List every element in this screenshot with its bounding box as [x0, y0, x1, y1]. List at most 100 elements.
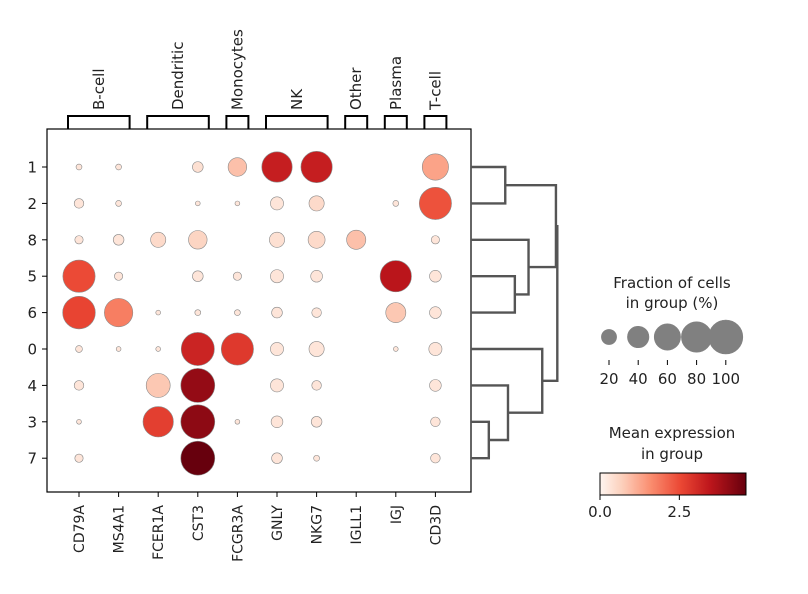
y-label-8: 8	[27, 231, 37, 249]
dot-2-CST3	[195, 200, 201, 207]
y-tick-labels: 1 2 8 5 6 0 4 3 7	[27, 159, 47, 468]
dendro-link-1-2	[471, 165, 507, 205]
dot-6-GNLY	[271, 306, 283, 319]
dot-7-CST3	[180, 440, 216, 476]
x-label-NKG7: NKG7	[310, 505, 326, 544]
colorbar-label-2.5: 2.5	[667, 503, 691, 521]
dot-0-CD3D	[428, 342, 443, 356]
dot-4-CST3	[180, 368, 216, 403]
dot-0-CST3	[180, 332, 215, 366]
size-legend-dot-100	[708, 319, 744, 355]
bracket-Plasma	[383, 115, 408, 129]
x-label-CD3D: CD3D	[428, 505, 444, 545]
dot-7-CD79A	[74, 453, 84, 463]
dot-6-IGJ	[385, 302, 407, 323]
dot-8-NKG7	[307, 231, 326, 249]
dot-grid	[62, 151, 452, 476]
color-legend-title-line2: in group	[641, 445, 703, 463]
group-label-Dendritic: Dendritic	[169, 42, 187, 110]
dot-1-NKG7	[300, 151, 333, 183]
y-label-6: 6	[27, 304, 37, 322]
dendro-link-1|2|8|5|6-0|4|3|7	[542, 224, 559, 383]
x-label-IGJ: IGJ	[389, 505, 405, 524]
bracket-Other	[344, 115, 369, 129]
x-label-FCGR3A: FCGR3A	[230, 505, 246, 562]
bracket-Monocytes	[225, 115, 250, 129]
dot-2-CD3D	[418, 186, 452, 220]
x-label-MS4A1: MS4A1	[112, 505, 128, 553]
dot-3-NKG7	[310, 416, 323, 428]
dendrogram	[471, 165, 559, 460]
dot-8-CD79A	[74, 235, 84, 245]
dot-1-CST3	[192, 161, 204, 173]
dot-8-GNLY	[269, 231, 285, 248]
bracket-NK	[265, 115, 329, 129]
group-label-B-cell: B-cell	[90, 68, 108, 110]
dendro-link-1|2-8|5|6	[505, 184, 558, 269]
dot-6-CD3D	[429, 306, 442, 319]
color-legend-title-line1: Mean expression	[609, 424, 736, 442]
dot-2-NKG7	[308, 195, 325, 212]
dot-8-IGLL1	[346, 229, 367, 250]
x-label-FCER1A: FCER1A	[151, 505, 167, 560]
x-label-GNLY: GNLY	[270, 505, 286, 541]
dot-0-CD79A	[75, 345, 83, 353]
colorbar-label-0.0: 0.0	[588, 503, 612, 521]
dot-5-NKG7	[310, 270, 323, 283]
y-label-0: 0	[27, 341, 37, 359]
dendro-link-5-6	[471, 275, 517, 314]
size-legend-title-line1: Fraction of cells	[613, 274, 731, 292]
dot-1-CD3D	[421, 153, 449, 181]
dot-4-CD3D	[429, 379, 442, 392]
group-label-Monocytes: Monocytes	[228, 29, 246, 110]
dot-6-FCER1A	[155, 309, 161, 316]
size-legend-label-20: 20	[599, 370, 618, 388]
group-label-T-cell: T-cell	[426, 71, 444, 111]
colorbar	[599, 472, 747, 496]
x-label-IGLL1: IGLL1	[349, 505, 365, 544]
dot-5-IGJ	[379, 260, 412, 293]
dot-0-NKG7	[308, 341, 325, 357]
y-label-1: 1	[27, 159, 37, 177]
dot-4-NKG7	[311, 380, 322, 391]
bracket-T-cell	[423, 115, 448, 129]
x-label-CD79A: CD79A	[72, 505, 88, 553]
bracket-Dendritic	[146, 115, 210, 129]
dot-0-FCGR3A	[220, 332, 254, 366]
dot-6-FCGR3A	[234, 309, 241, 316]
dot-7-NKG7	[313, 454, 320, 462]
dot-8-MS4A1	[112, 234, 125, 246]
dot-8-CD3D	[430, 235, 440, 245]
size-legend-label-80: 80	[687, 370, 706, 388]
dot-3-CD79A	[76, 419, 82, 425]
dot-5-CD79A	[62, 259, 96, 293]
dendro-link-8-5|6	[471, 238, 530, 296]
y-label-7: 7	[27, 450, 37, 468]
dot-1-GNLY	[261, 151, 293, 183]
size-legend-dot-20	[601, 329, 617, 345]
y-label-4: 4	[27, 377, 37, 395]
dot-4-GNLY	[270, 378, 284, 393]
color-legend: Mean expression in group 0.0 2.5	[588, 424, 747, 521]
group-label-Other: Other	[347, 67, 365, 110]
dot-0-FCER1A	[155, 346, 161, 352]
dot-0-GNLY	[270, 342, 284, 356]
group-label-Plasma: Plasma	[387, 56, 405, 110]
dot-5-FCGR3A	[232, 271, 242, 281]
dot-2-GNLY	[270, 196, 284, 211]
dot-6-CD79A	[62, 295, 96, 330]
dot-3-FCER1A	[142, 406, 174, 438]
group-label-NK: NK	[288, 88, 306, 110]
dot-8-CST3	[188, 230, 208, 250]
dot-5-CST3	[192, 270, 204, 282]
dot-6-MS4A1	[104, 298, 134, 328]
dot-3-CD3D	[430, 416, 441, 427]
y-label-3: 3	[27, 413, 37, 431]
y-label-5: 5	[27, 268, 37, 286]
dot-3-GNLY	[270, 415, 284, 428]
size-legend-label-60: 60	[658, 370, 677, 388]
gene-group-brackets: B-cell Dendritic Monocytes NK Other Plasma T-c…	[67, 29, 448, 129]
dot-4-FCER1A	[145, 373, 171, 398]
dot-3-FCGR3A	[234, 419, 241, 425]
